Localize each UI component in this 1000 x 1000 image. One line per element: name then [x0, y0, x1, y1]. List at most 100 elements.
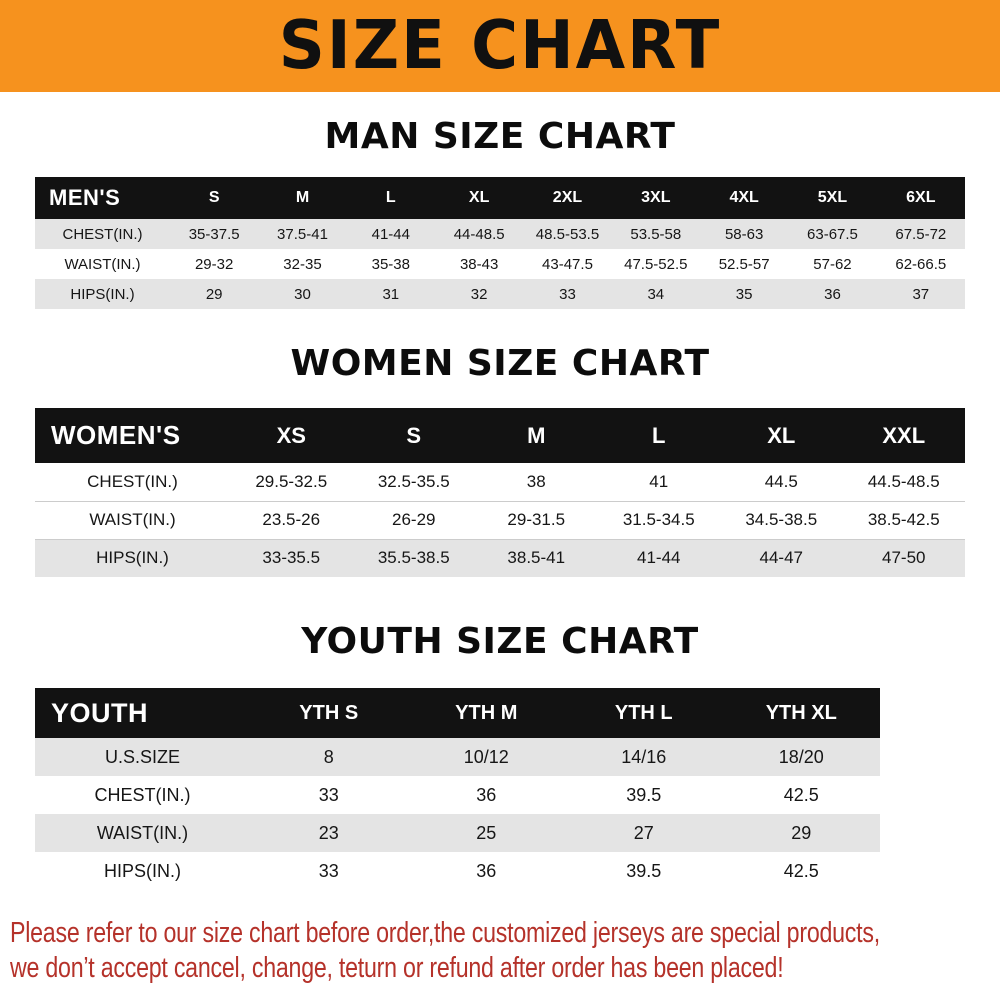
men-chest-in-m-value: 37.5-41 [277, 225, 328, 243]
women-column-header-m: M [475, 408, 598, 463]
men-table-body: CHEST(IN.) 35-37.5 37.5-41 41-44 44-48.5 48.5… [35, 219, 965, 309]
men-column-header-l: L [346, 177, 435, 219]
youth-waist-in-yth-xl-value: 29 [791, 822, 812, 843]
men-hips-in-3xl-value: 34 [647, 285, 665, 303]
women-chest-in-s-value: 32.5-35.5 [377, 471, 450, 491]
men-chest-in-3xl-value: 53.5-58 [630, 225, 682, 243]
men-waist-in-xl-value: 38-43 [459, 255, 499, 273]
women-section-heading: WOMEN SIZE CHART [290, 343, 710, 384]
youth-row-chest-in: CHEST(IN.) 33 36 39.5 42.5 [35, 776, 880, 814]
women-hips-in-xs-value: 33-35.5 [262, 548, 321, 568]
youth-row-label-chest-in: CHEST(IN.) [94, 784, 191, 805]
youth-hips-in-yth-m-value: 36 [476, 860, 497, 881]
men-hips-in-4xl-value: 35 [735, 285, 753, 303]
men-hips-in-s-value: 29 [205, 285, 223, 303]
youth-waist-in-yth-s-value: 23 [318, 822, 339, 843]
title-banner: SIZE CHART [0, 0, 1000, 92]
men-waist-in-5xl-value: 57-62 [813, 255, 852, 273]
youth-column-header-yth-m: YTH M [407, 688, 565, 738]
youth-chest-in-yth-xl-value: 42.5 [783, 784, 819, 805]
women-table-head: WOMEN'S XS S M L XL XXL [35, 408, 965, 463]
women-hips-in-l-value: 41-44 [637, 548, 681, 568]
youth-hips-in-yth-l-value: 39.5 [626, 860, 662, 881]
women-waist-in-s-value: 26-29 [392, 510, 436, 529]
men-size-table: MEN'S S M L XL 2XL 3XL 4XL 5XL 6XL CHEST(IN.) 35-3… [35, 177, 965, 309]
youth-size-chart-section: YOUTH SIZE CHART YOUTH YTH S YTH M YTH L YTH… [0, 621, 1000, 890]
youth-column-header-yth-l: YTH L [565, 688, 723, 738]
men-hips-in-xl-value: 32 [470, 285, 488, 303]
women-size-table: WOMEN'S XS S M L XL XXL CHEST(IN.) 29.5-32.5 32.… [35, 408, 965, 577]
women-waist-in-xl-value: 34.5-38.5 [745, 510, 818, 529]
youth-table-body: U.S.SIZE 8 10/12 14/16 18/20 CHEST(IN.) 33 36 39… [35, 738, 880, 890]
women-column-header-xs: XS [230, 408, 353, 463]
men-chest-in-5xl-value: 63-67.5 [807, 225, 858, 243]
order-note: Please refer to our size chart before or… [10, 916, 1000, 986]
men-chest-in-xl-value: 44-48.5 [453, 225, 505, 243]
women-table-corner-label: WOMEN'S [35, 408, 230, 463]
women-column-header-l: L [597, 408, 720, 463]
youth-row-u-s-size: U.S.SIZE 8 10/12 14/16 18/20 [35, 738, 880, 776]
men-hips-in-l-value: 31 [382, 285, 400, 303]
men-waist-in-3xl-value: 47.5-52.5 [624, 255, 688, 273]
men-hips-in-5xl-value: 36 [824, 285, 841, 303]
men-row-chest-in: CHEST(IN.) 35-37.5 37.5-41 41-44 44-48.5 48.5… [35, 219, 965, 249]
men-waist-in-s-value: 29-32 [194, 255, 234, 273]
women-row-hips-in: HIPS(IN.) 33-35.5 35.5-38.5 38.5-41 41-44 44-… [35, 539, 965, 577]
youth-chest-in-yth-m-value: 36 [476, 784, 497, 805]
women-column-header-xl: XL [720, 408, 843, 463]
order-note-line-2: we don’t accept cancel, change, teturn o… [10, 951, 784, 984]
men-waist-in-4xl-value: 52.5-57 [718, 255, 770, 273]
men-table-header-row: MEN'S S M L XL 2XL 3XL 4XL 5XL 6XL [35, 177, 965, 219]
youth-u-s-size-yth-xl-value: 18/20 [778, 746, 824, 767]
men-waist-in-2xl-value: 43-47.5 [542, 255, 593, 273]
men-row-label-waist-in: WAIST(IN.) [64, 255, 141, 273]
women-chest-in-xs-value: 29.5-32.5 [255, 471, 328, 491]
order-note-line-1: Please refer to our size chart before or… [10, 917, 880, 949]
men-row-label-hips-in: HIPS(IN.) [70, 285, 135, 303]
women-chest-in-m-value: 38 [526, 471, 546, 491]
youth-waist-in-yth-m-value: 25 [476, 822, 497, 843]
women-chest-in-xl-value: 44.5 [764, 471, 798, 491]
men-waist-in-6xl-value: 62-66.5 [895, 255, 947, 273]
men-column-header-5xl: 5XL [788, 177, 877, 219]
women-hips-in-s-value: 35.5-38.5 [377, 548, 450, 568]
men-table-head: MEN'S S M L XL 2XL 3XL 4XL 5XL 6XL [35, 177, 965, 219]
women-column-header-s: S [352, 408, 475, 463]
youth-row-label-hips-in: HIPS(IN.) [103, 860, 181, 881]
men-column-header-3xl: 3XL [611, 177, 700, 219]
men-column-header-m: M [258, 177, 347, 219]
women-row-waist-in: WAIST(IN.) 23.5-26 26-29 29-31.5 31.5-34.5 34… [35, 501, 965, 539]
youth-row-label-u-s-size: U.S.SIZE [104, 746, 180, 767]
men-hips-in-6xl-value: 37 [912, 285, 930, 303]
men-size-chart-section: MAN SIZE CHART MEN'S S M L XL 2XL 3XL 4XL 5XL 6XL… [0, 116, 1000, 309]
youth-column-header-yth-xl: YTH XL [722, 688, 880, 738]
men-hips-in-m-value: 30 [294, 285, 311, 303]
youth-table-head: YOUTH YTH S YTH M YTH L YTH XL [35, 688, 880, 738]
women-table-header-row: WOMEN'S XS S M L XL XXL [35, 408, 965, 463]
women-waist-in-xs-value: 23.5-26 [262, 510, 321, 529]
youth-row-hips-in: HIPS(IN.) 33 36 39.5 42.5 [35, 852, 880, 890]
youth-section-heading: YOUTH SIZE CHART [301, 621, 699, 662]
women-waist-in-m-value: 29-31.5 [507, 510, 566, 529]
women-waist-in-l-value: 31.5-34.5 [622, 510, 695, 529]
men-waist-in-l-value: 35-38 [371, 255, 410, 273]
women-size-chart-section: WOMEN SIZE CHART WOMEN'S XS S M L XL XXL CHEST… [0, 343, 1000, 577]
men-column-header-6xl: 6XL [876, 177, 965, 219]
youth-u-s-size-yth-l-value: 14/16 [621, 746, 667, 767]
youth-u-s-size-yth-s-value: 8 [323, 746, 334, 767]
men-table-corner-label: MEN'S [35, 177, 170, 219]
youth-table-header-row: YOUTH YTH S YTH M YTH L YTH XL [35, 688, 880, 738]
women-hips-in-m-value: 38.5-41 [507, 548, 566, 568]
women-row-chest-in: CHEST(IN.) 29.5-32.5 32.5-35.5 38 41 44.5 44.5… [35, 463, 965, 501]
page-title: SIZE CHART [278, 7, 722, 85]
men-chest-in-6xl-value: 67.5-72 [895, 225, 947, 243]
men-column-header-4xl: 4XL [699, 177, 789, 219]
youth-u-s-size-yth-m-value: 10/12 [463, 746, 509, 767]
women-row-label-waist-in: WAIST(IN.) [89, 510, 176, 529]
women-row-label-hips-in: HIPS(IN.) [96, 548, 169, 568]
women-waist-in-xxl-value: 38.5-42.5 [867, 510, 940, 529]
youth-chest-in-yth-s-value: 33 [318, 784, 339, 805]
men-chest-in-4xl-value: 58-63 [724, 225, 764, 243]
women-chest-in-l-value: 41 [649, 471, 669, 491]
